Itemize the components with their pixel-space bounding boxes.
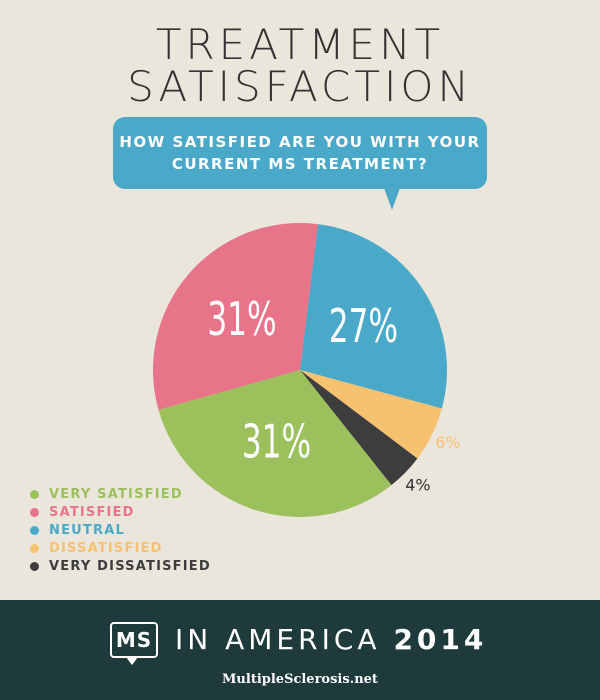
legend-label: NEUTRAL [49,522,125,538]
page-title-line-1: TREATMENT [155,20,445,69]
legend-item-dissatisfied: DISSATISFIED [30,539,211,557]
pie-chart: 27% 6% 4% 31% 31% [152,223,461,518]
legend-dot-icon [30,489,39,499]
ms-logo-icon: MS [110,622,158,658]
pie-slice-very-dissatisfied [300,370,418,486]
pie-label-very-satisfied: 31% [242,416,311,469]
legend-label: SATISFIED [49,504,135,520]
footer-band [0,600,600,700]
speech-bubble-tail-icon [384,188,400,210]
ms-logo-tail-icon [126,657,138,665]
legend-dot-icon [30,543,39,553]
pie-slice-neutral [300,224,447,409]
legend-label: VERY DISSATISFIED [49,558,211,574]
question-bubble: HOW SATISFIED ARE YOU WITH YOUR CURRENT … [113,117,487,189]
legend-label: DISSATISFIED [49,540,163,556]
pie-label-dissatisfied: 6% [435,433,460,452]
question-line-1: HOW SATISFIED ARE YOU WITH YOUR [119,133,481,151]
ms-logo-text: MS [115,628,153,652]
pie-label-satisfied: 31% [207,294,276,347]
legend-label: VERY SATISFIED [49,486,183,502]
footer-site-link[interactable]: MultipleSclerosis.net [222,672,378,687]
footer-brand: IN AMERICA [175,623,381,656]
footer-brand-line: IN AMERICA 2014 [175,620,487,660]
legend-item-very-satisfied: VERY SATISFIED [30,485,211,503]
footer-year: 2014 [393,623,488,656]
legend-dot-icon [30,507,39,517]
legend-item-very-dissatisfied: VERY DISSATISFIED [30,557,211,575]
pie-slice-very-satisfied [158,370,392,518]
legend-dot-icon [30,561,39,571]
pie-slice-satisfied [152,223,318,410]
legend-item-neutral: NEUTRAL [30,521,211,539]
legend-dot-icon [30,525,39,535]
pie-label-very-dissatisfied: 4% [405,475,430,494]
page-title-line-2: SATISFACTION [127,62,473,111]
pie-slice-dissatisfied [300,370,442,459]
legend-item-satisfied: SATISFIED [30,503,211,521]
chart-legend: VERY SATISFIED SATISFIED NEUTRAL DISSATISFI… [30,485,211,575]
question-line-2: CURRENT MS TREATMENT? [171,155,429,173]
pie-label-neutral: 27% [329,301,398,354]
